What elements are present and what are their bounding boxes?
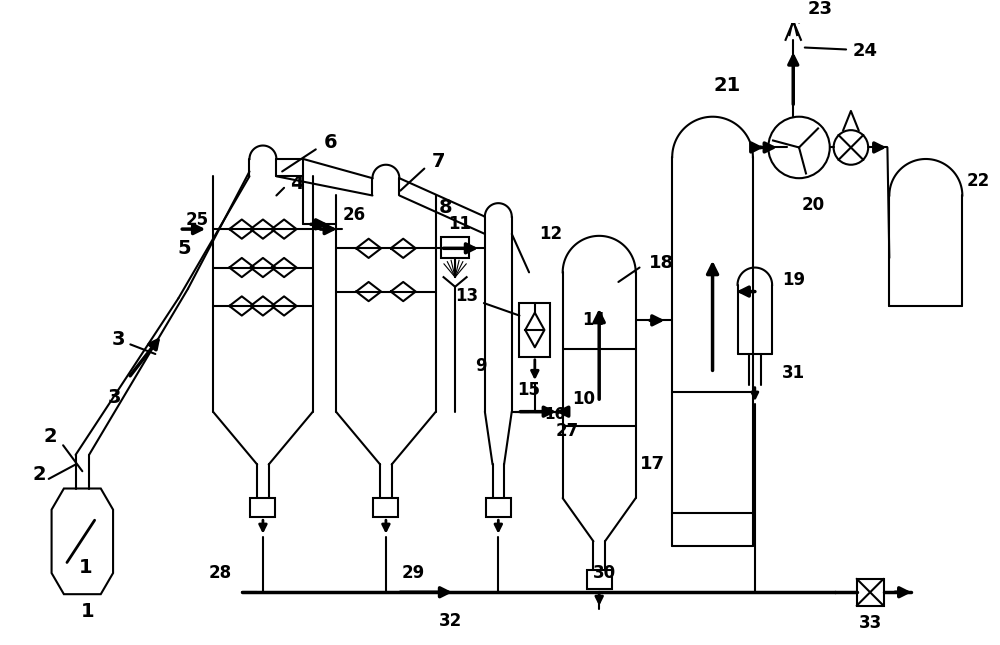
Text: 30: 30 <box>592 564 616 582</box>
Text: 9: 9 <box>475 357 487 375</box>
Text: 20: 20 <box>802 196 825 214</box>
Text: 33: 33 <box>858 614 882 632</box>
Text: 3: 3 <box>112 330 126 349</box>
Text: 11: 11 <box>448 215 471 233</box>
Text: 31: 31 <box>782 364 805 382</box>
Bar <box>486 498 511 517</box>
Text: 8: 8 <box>439 197 452 217</box>
Text: 1: 1 <box>80 602 94 621</box>
Text: 13: 13 <box>455 288 478 305</box>
Text: 18: 18 <box>649 253 674 272</box>
Bar <box>250 498 275 517</box>
Bar <box>441 237 469 258</box>
Text: 15: 15 <box>518 381 541 399</box>
Bar <box>519 303 550 357</box>
Text: 3: 3 <box>107 388 121 407</box>
Text: 6: 6 <box>323 133 337 152</box>
Bar <box>587 570 612 590</box>
Text: 26: 26 <box>343 206 366 224</box>
Text: 32: 32 <box>439 612 462 630</box>
Text: 21: 21 <box>713 75 741 95</box>
Text: 25: 25 <box>186 210 209 228</box>
Text: 29: 29 <box>401 564 424 582</box>
Text: 24: 24 <box>853 43 878 61</box>
Text: 14: 14 <box>582 312 605 330</box>
Text: 1: 1 <box>78 558 92 577</box>
Text: 12: 12 <box>540 225 563 243</box>
Text: 19: 19 <box>782 271 805 289</box>
Bar <box>857 579 884 606</box>
Bar <box>373 498 398 517</box>
Text: 22: 22 <box>967 172 990 190</box>
Text: 16: 16 <box>544 407 566 422</box>
Text: 27: 27 <box>556 422 579 440</box>
Text: 7: 7 <box>432 152 446 172</box>
Text: 23: 23 <box>808 0 833 18</box>
Text: 28: 28 <box>208 564 231 582</box>
Text: 2: 2 <box>32 464 46 484</box>
Text: 4: 4 <box>290 174 303 194</box>
Text: 2: 2 <box>44 428 58 446</box>
Text: 10: 10 <box>572 390 595 408</box>
Text: 5: 5 <box>177 239 191 258</box>
Text: 17: 17 <box>640 455 665 473</box>
